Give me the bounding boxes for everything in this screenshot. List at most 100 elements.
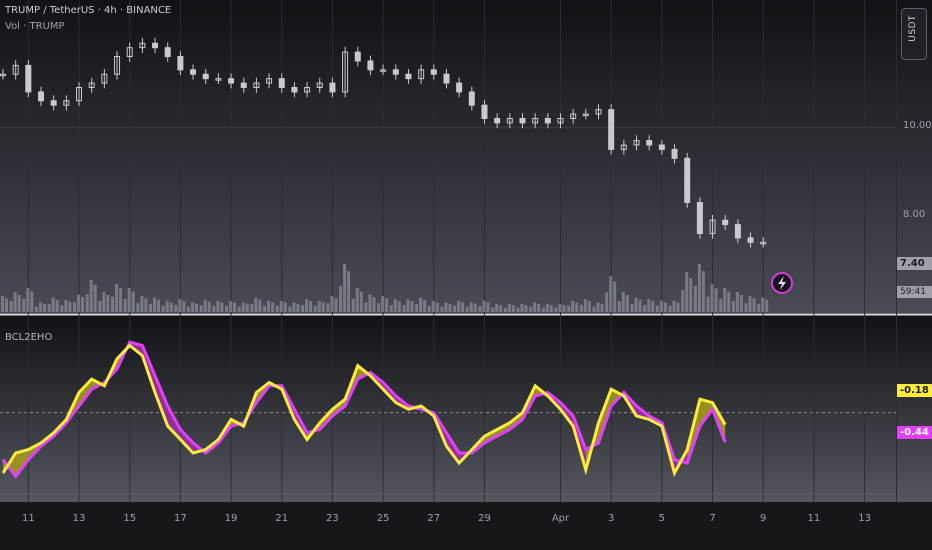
volume-bar bbox=[600, 303, 604, 312]
volume-bar bbox=[748, 296, 752, 312]
volume-bar bbox=[1, 296, 4, 312]
volume-bar bbox=[693, 285, 697, 312]
volume-bar bbox=[423, 299, 427, 312]
time-tick-label: Apr bbox=[551, 513, 570, 524]
bar-countdown: 59:41 bbox=[897, 286, 932, 298]
candle-body bbox=[380, 69, 387, 72]
volume-bar bbox=[279, 300, 283, 312]
candle-body bbox=[684, 157, 691, 203]
volume-bar bbox=[681, 290, 685, 312]
volume-bar bbox=[533, 302, 537, 312]
candle-body bbox=[228, 78, 235, 84]
candle-body bbox=[506, 117, 513, 124]
volume-bar bbox=[225, 305, 229, 312]
volume-bar bbox=[710, 284, 714, 312]
volume-bar bbox=[583, 299, 587, 312]
volume-bar bbox=[739, 295, 743, 312]
volume-bar bbox=[567, 305, 571, 312]
volume-bar bbox=[511, 305, 515, 312]
volume-bar bbox=[592, 306, 596, 312]
volume-bar bbox=[364, 302, 368, 312]
volume-bar bbox=[714, 288, 718, 312]
candle-body bbox=[456, 82, 463, 93]
fast-line bbox=[1, 343, 727, 478]
candle-body bbox=[76, 87, 83, 102]
volume-bar bbox=[634, 297, 638, 312]
currency-button[interactable]: USDT bbox=[901, 8, 927, 60]
grid-layer bbox=[0, 0, 896, 502]
candle-body bbox=[12, 64, 19, 75]
volume-bar bbox=[195, 303, 199, 312]
volume-bar bbox=[752, 298, 756, 312]
volume-bar bbox=[111, 296, 115, 312]
volume-bar bbox=[469, 302, 473, 312]
volume-bar bbox=[503, 307, 507, 312]
candle-body bbox=[468, 91, 475, 106]
volume-bar bbox=[668, 305, 672, 312]
volume-bar bbox=[372, 297, 376, 312]
price-candles bbox=[0, 37, 767, 248]
volume-bar bbox=[465, 306, 469, 312]
volume-bar bbox=[461, 302, 465, 312]
volume-bar bbox=[397, 301, 401, 312]
cloud-fill bbox=[79, 379, 92, 406]
volume-bar bbox=[630, 304, 634, 312]
candle-body bbox=[582, 113, 589, 117]
candle-body bbox=[608, 109, 615, 150]
candle-body bbox=[253, 82, 260, 88]
candle-body bbox=[595, 109, 602, 115]
cloud-fill bbox=[15, 449, 29, 477]
price-tick-label: 10.00 bbox=[903, 120, 932, 132]
volume-bar bbox=[605, 292, 609, 312]
time-tick-label: 19 bbox=[224, 513, 238, 524]
slow-value-badge: -0.44 bbox=[897, 426, 932, 439]
volume-bar bbox=[77, 294, 81, 312]
volume-bar bbox=[237, 306, 241, 312]
volume-bar bbox=[326, 303, 330, 312]
volume-bar bbox=[643, 304, 647, 312]
volume-bar bbox=[153, 297, 157, 312]
volume-bar bbox=[220, 302, 224, 312]
volume-bar bbox=[368, 294, 372, 312]
candle-body bbox=[430, 69, 437, 75]
volume-bar bbox=[507, 304, 511, 312]
volume-bar bbox=[309, 301, 313, 312]
volume-bar bbox=[663, 302, 667, 312]
volume-bar bbox=[47, 304, 51, 312]
candle-body bbox=[139, 42, 146, 49]
candle-body bbox=[646, 140, 653, 146]
candle-body bbox=[392, 69, 399, 75]
candle-body bbox=[354, 51, 361, 62]
volume-bar bbox=[571, 300, 575, 312]
volume-bar bbox=[131, 291, 135, 312]
volume-bar bbox=[410, 301, 414, 312]
volume-bar bbox=[85, 294, 89, 312]
volume-bar bbox=[393, 299, 397, 312]
volume-bar bbox=[440, 306, 444, 312]
volume-bar bbox=[182, 301, 186, 312]
volume-bar bbox=[385, 298, 389, 312]
volume-bar bbox=[457, 300, 461, 312]
volume-bar bbox=[165, 300, 169, 312]
volume-bar bbox=[330, 296, 334, 312]
time-tick-label: 25 bbox=[376, 513, 390, 524]
volume-bar bbox=[73, 302, 77, 312]
volume-bar bbox=[5, 298, 8, 312]
volume-bar bbox=[301, 304, 305, 312]
candle-body bbox=[240, 82, 247, 88]
time-tick-label: 29 bbox=[478, 513, 491, 524]
volume-bar bbox=[676, 302, 680, 312]
volume-bar bbox=[17, 295, 21, 312]
candle-body bbox=[38, 91, 45, 102]
volume-bar bbox=[719, 298, 723, 312]
candle-body bbox=[532, 117, 539, 124]
volume-bar bbox=[706, 296, 710, 312]
candle-body bbox=[329, 82, 336, 93]
volume-bar bbox=[435, 302, 439, 312]
volume-bar bbox=[651, 301, 655, 312]
volume-bar bbox=[579, 304, 583, 312]
candle-body bbox=[620, 144, 627, 150]
candle-body bbox=[291, 87, 298, 93]
volume-bar bbox=[731, 301, 735, 312]
